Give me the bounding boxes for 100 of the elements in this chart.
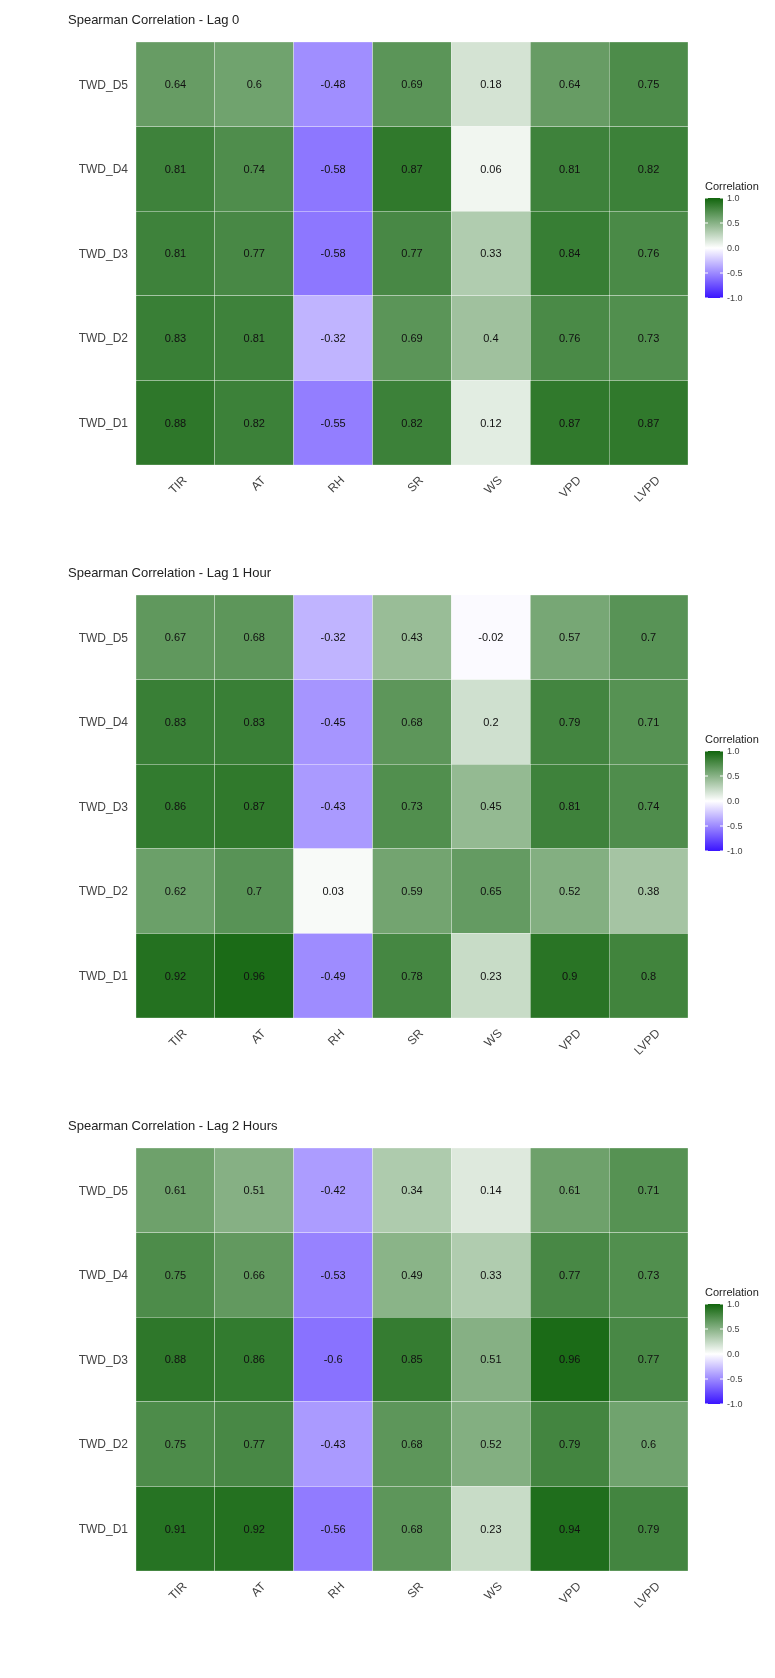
data-label: 0.77 [243, 1437, 265, 1450]
data-label: 0.65 [480, 884, 502, 897]
y-tick-label: TWD_D3 [78, 246, 129, 261]
data-label: -0.6 [323, 1353, 343, 1366]
data-label: 0.77 [243, 247, 265, 260]
data-label: 0.23 [480, 969, 502, 982]
data-label: 0.78 [401, 969, 423, 982]
data-label: 0.18 [480, 78, 502, 91]
data-label: 0.67 [164, 631, 187, 644]
data-label: -0.32 [320, 331, 346, 344]
data-label: 0.23 [480, 1522, 502, 1535]
x-tick-label: TIR [165, 1025, 190, 1050]
data-label: 0.12 [480, 416, 502, 429]
x-tick-label: WS [481, 1026, 505, 1050]
data-label: 0.33 [480, 1268, 502, 1281]
color-bar-label: 0.5 [727, 1324, 740, 1335]
y-tick-label: TWD_D4 [78, 715, 129, 730]
y-tick-label: TWD_D4 [78, 1268, 129, 1283]
data-label: 0.87 [637, 416, 660, 429]
color-bar-title: Correlation [705, 733, 759, 745]
data-label: 0.75 [637, 78, 660, 91]
y-tick-label: TWD_D3 [78, 799, 129, 814]
chart-title: Spearman Correlation - Lag 1 Hour [68, 565, 272, 580]
color-bar-label: -0.5 [727, 1374, 743, 1385]
data-label: 0.88 [164, 1353, 187, 1366]
x-tick-label: SR [404, 1025, 427, 1048]
x-tick-label: AT [248, 1025, 269, 1047]
data-label: 0.82 [243, 416, 265, 429]
data-label: 0.81 [164, 162, 187, 175]
data-label: 0.03 [322, 884, 344, 897]
y-tick-label: TWD_D5 [78, 630, 129, 645]
data-label: -0.58 [320, 247, 346, 260]
data-label: 0.66 [243, 1268, 265, 1281]
data-label: 0.68 [401, 1437, 423, 1450]
data-label: 0.9 [562, 969, 578, 982]
color-bar-label: -1.0 [727, 1399, 743, 1410]
data-label: 0.38 [637, 884, 660, 897]
data-label: 0.94 [559, 1522, 581, 1535]
color-bar-label: -1.0 [727, 293, 743, 304]
color-bar-label: -0.5 [727, 821, 743, 832]
data-label: 0.68 [401, 1522, 423, 1535]
x-tick-label: SR [404, 1578, 427, 1601]
data-label: 0.64 [559, 78, 581, 91]
data-label: 0.43 [401, 631, 423, 644]
data-label: 0.79 [559, 715, 581, 728]
data-label: -0.49 [320, 969, 346, 982]
data-label: -0.42 [320, 1184, 346, 1197]
data-label: 0.49 [401, 1268, 423, 1281]
x-tick-label: WS [481, 473, 505, 497]
data-label: 0.81 [164, 247, 187, 260]
data-label: 0.76 [559, 331, 581, 344]
data-label: 0.14 [480, 1184, 502, 1197]
data-label: 0.96 [243, 969, 265, 982]
data-label: -0.45 [320, 715, 346, 728]
x-tick-label: AT [248, 472, 269, 494]
data-label: 0.81 [243, 331, 265, 344]
data-label: 0.51 [480, 1353, 502, 1366]
data-label: 0.6 [246, 78, 262, 91]
data-label: 0.92 [164, 969, 187, 982]
data-label: 0.77 [559, 1268, 581, 1281]
color-bar-label: 0.0 [727, 1349, 740, 1360]
x-tick-label: RH [325, 473, 348, 496]
data-label: 0.81 [559, 162, 581, 175]
data-label: 0.69 [401, 331, 423, 344]
color-bar-label: 1.0 [727, 193, 740, 204]
data-label: 0.82 [637, 162, 660, 175]
data-label: -0.55 [320, 416, 346, 429]
data-label: 0.2 [483, 715, 499, 728]
data-label: 0.96 [559, 1353, 581, 1366]
data-label: 0.74 [637, 800, 660, 813]
data-label: 0.52 [480, 1437, 502, 1450]
data-label: 0.79 [559, 1437, 581, 1450]
data-label: -0.43 [320, 800, 346, 813]
data-label: -0.48 [320, 78, 346, 91]
data-label: 0.83 [243, 715, 265, 728]
data-label: 0.79 [637, 1522, 660, 1535]
data-label: 0.59 [401, 884, 423, 897]
data-label: 0.74 [243, 162, 265, 175]
x-tick-label: TIR [165, 472, 190, 497]
x-tick-label: RH [325, 1026, 348, 1049]
data-label: -0.43 [320, 1437, 346, 1450]
y-tick-label: TWD_D1 [78, 968, 129, 983]
y-tick-label: TWD_D1 [78, 1521, 129, 1536]
y-tick-label: TWD_D4 [78, 162, 129, 177]
data-label: 0.81 [559, 800, 581, 813]
x-tick-label: RH [325, 1579, 348, 1602]
data-label: 0.51 [243, 1184, 265, 1197]
data-label: 0.87 [243, 800, 265, 813]
data-label: 0.4 [483, 331, 499, 344]
data-label: 0.62 [164, 884, 187, 897]
data-label: -0.56 [320, 1522, 346, 1535]
data-label: 0.86 [243, 1353, 265, 1366]
x-tick-label: TIR [165, 1578, 190, 1603]
color-bar-label: 0.0 [727, 796, 740, 807]
data-label: 0.76 [637, 247, 660, 260]
x-tick-label: WS [481, 1579, 505, 1603]
data-label: -0.58 [320, 162, 346, 175]
x-tick-label: VPD [556, 472, 584, 501]
data-label: 0.77 [637, 1353, 660, 1366]
data-label: 0.73 [401, 800, 423, 813]
